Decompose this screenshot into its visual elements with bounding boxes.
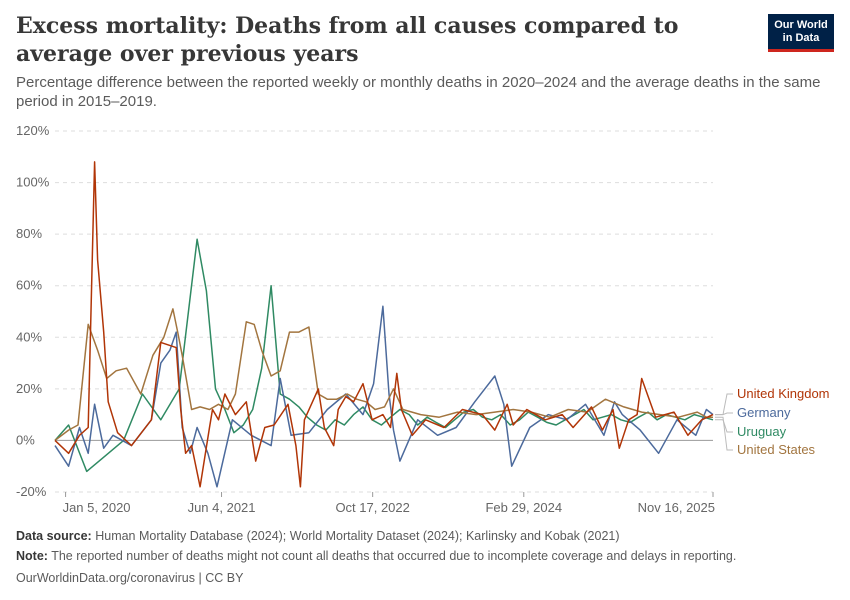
legend-label-uruguay[interactable]: Uruguay: [737, 424, 787, 439]
legend-connector: [715, 393, 733, 416]
y-tick-label: 120%: [16, 123, 50, 138]
series-layer: [54, 161, 714, 488]
grid-layer: [55, 130, 713, 493]
series-line-united-states[interactable]: [54, 308, 713, 441]
series-line-germany[interactable]: [54, 305, 714, 488]
data-source-text: Human Mortality Database (2024); World M…: [95, 529, 620, 543]
x-tick-label: Oct 17, 2022: [335, 500, 409, 515]
credit-link[interactable]: OurWorldinData.org/coronavirus | CC BY: [16, 570, 836, 586]
y-tick-label: 80%: [16, 226, 42, 241]
legend-connector: [715, 412, 733, 416]
x-tick-label: Jun 4, 2021: [188, 500, 256, 515]
data-source: Data source: Human Mortality Database (2…: [16, 528, 836, 544]
credit-text: OurWorldinData.org/coronavirus | CC BY: [16, 571, 244, 585]
y-tick-label: 40%: [16, 329, 42, 344]
legend-label-united-states[interactable]: United States: [737, 442, 816, 457]
y-tick-label: 20%: [16, 381, 42, 396]
x-tick-label: Nov 16, 2025: [638, 500, 715, 515]
y-tick-label: 100%: [16, 175, 50, 190]
chart-title: Excess mortality: Deaths from all causes…: [16, 13, 679, 67]
legend: United Kingdom Germany Uruguay United State…: [715, 386, 830, 457]
owid-logo[interactable]: Our World in Data: [768, 14, 834, 52]
note-text: The reported number of deaths might not …: [51, 549, 737, 563]
x-axis: Jan 5, 2020 Jun 4, 2021 Oct 17, 2022 Feb 29…: [63, 492, 715, 515]
chart-subtitle: Percentage difference between the report…: [16, 74, 821, 110]
x-tick-label: Jan 5, 2020: [63, 500, 131, 515]
legend-connector: [715, 416, 733, 451]
note: Note: The reported number of deaths migh…: [16, 548, 836, 564]
legend-connector: [715, 419, 733, 433]
y-tick-label: -20%: [16, 484, 47, 499]
y-tick-label: 60%: [16, 278, 42, 293]
y-axis: -20% 0% 20% 40% 60% 80% 100% 120%: [16, 123, 50, 499]
legend-label-germany[interactable]: Germany: [737, 405, 791, 420]
logo-line-2: in Data: [782, 32, 820, 44]
logo-line-1: Our World: [774, 19, 828, 31]
series-line-united-kingdom[interactable]: [54, 161, 714, 488]
excess-mortality-chart: -20% 0% 20% 40% 60% 80% 100% 120% Jan 5, 2020 Ju…: [16, 123, 830, 515]
data-source-label: Data source:: [16, 529, 92, 543]
note-label: Note:: [16, 549, 48, 563]
y-tick-label: 0%: [16, 432, 35, 447]
x-tick-label: Feb 29, 2024: [485, 500, 562, 515]
legend-label-united-kingdom[interactable]: United Kingdom: [737, 386, 830, 401]
